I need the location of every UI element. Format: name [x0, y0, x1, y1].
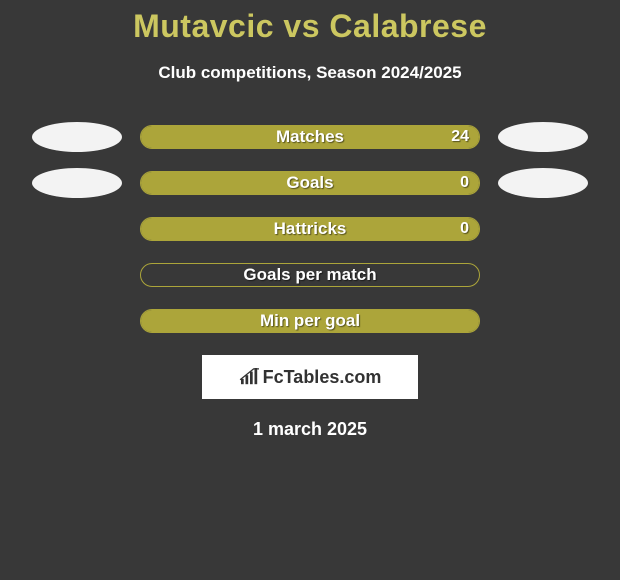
stat-bar: Goals per match — [140, 263, 480, 287]
stat-bar: Hattricks0 — [140, 217, 480, 241]
vs-text: vs — [283, 8, 320, 44]
stat-label: Min per goal — [141, 310, 479, 332]
stat-label: Goals — [141, 172, 479, 194]
brand-logo-inner: FcTables.com — [239, 367, 382, 388]
stat-label: Goals per match — [141, 264, 479, 286]
player1-stat-oval — [32, 168, 122, 198]
page-title: Mutavcic vs Calabrese — [0, 8, 620, 45]
stat-row: Goals per match — [0, 263, 620, 287]
stat-row: Min per goal — [0, 309, 620, 333]
stat-value-right: 24 — [451, 126, 469, 148]
subtitle: Club competitions, Season 2024/2025 — [0, 63, 620, 83]
stat-label: Matches — [141, 126, 479, 148]
stat-value-right: 0 — [460, 218, 469, 240]
player2-stat-oval — [498, 122, 588, 152]
player1-name: Mutavcic — [133, 8, 274, 44]
stat-bar: Matches24 — [140, 125, 480, 149]
player1-stat-oval — [32, 122, 122, 152]
stat-bar: Goals0 — [140, 171, 480, 195]
date-text: 1 march 2025 — [0, 419, 620, 440]
player2-name: Calabrese — [329, 8, 486, 44]
stat-label: Hattricks — [141, 218, 479, 240]
stat-row: Hattricks0 — [0, 217, 620, 241]
stat-value-right: 0 — [460, 172, 469, 194]
player2-stat-oval — [498, 168, 588, 198]
bar-chart-icon — [239, 368, 261, 386]
stats-list: Matches24Goals0Hattricks0Goals per match… — [0, 125, 620, 333]
stat-bar: Min per goal — [140, 309, 480, 333]
stat-row: Goals0 — [0, 171, 620, 195]
stats-comparison-card: Mutavcic vs Calabrese Club competitions,… — [0, 0, 620, 440]
brand-logo-text: FcTables.com — [263, 367, 382, 388]
brand-logo: FcTables.com — [202, 355, 418, 399]
stat-row: Matches24 — [0, 125, 620, 149]
